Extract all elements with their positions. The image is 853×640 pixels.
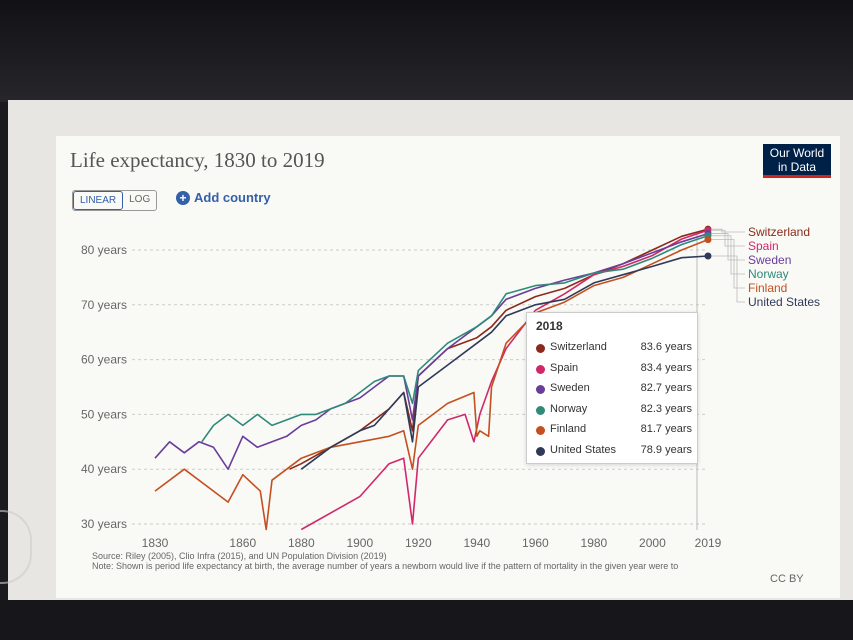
x-tick-label: 1940 <box>464 536 491 550</box>
series-end-point <box>704 252 712 260</box>
tooltip-country: Sweden <box>550 382 590 394</box>
tooltip-value: 82.3 years <box>640 402 692 415</box>
logo-line-1: Our World <box>769 146 825 160</box>
tooltip-row: United States 78.9 years <box>536 444 692 460</box>
y-tick-label: 80 years <box>81 243 127 257</box>
series-label: Switzerland <box>748 225 810 239</box>
tooltip-country: Norway <box>550 402 588 415</box>
add-country-label: Add country <box>194 190 271 205</box>
legend-connector <box>712 255 745 303</box>
logo-line-2: in Data <box>777 160 817 174</box>
legend-connector <box>712 239 745 289</box>
tooltip-row: Finland 81.7 years <box>536 423 692 439</box>
tooltip-row: Spain 83.4 years <box>536 362 692 378</box>
y-tick-label: 70 years <box>81 298 127 312</box>
scale-toggle: LINEAR LOG <box>72 190 158 211</box>
license-link[interactable]: CC BY <box>770 573 804 585</box>
series-label: Sweden <box>748 253 791 267</box>
tooltip-country: United States <box>550 443 617 456</box>
linear-toggle-button[interactable]: LINEAR <box>73 191 124 210</box>
series-color-dot <box>536 385 545 394</box>
y-tick-label: 30 years <box>81 517 127 531</box>
tooltip-value: 78.9 years <box>640 443 692 456</box>
series-label: Spain <box>748 239 779 253</box>
legend-connector <box>712 235 745 275</box>
chart-footer: Source: Riley (2005), Clio Infra (2015),… <box>92 551 678 571</box>
series-line <box>201 235 709 443</box>
series-line <box>300 255 709 470</box>
series-end-point <box>704 236 712 244</box>
tooltip-row: Switzerland 83.6 years <box>536 341 692 357</box>
monitor-bezel-bottom <box>0 600 853 640</box>
x-tick-label: 1860 <box>229 536 256 550</box>
source-note: Source: Riley (2005), Clio Infra (2015),… <box>92 551 387 561</box>
legend-connector <box>712 229 745 247</box>
x-tick-label: 1960 <box>522 536 549 550</box>
tooltip-year: 2018 <box>536 319 563 333</box>
series-line <box>154 232 709 470</box>
x-tick-label: 1880 <box>288 536 315 550</box>
chart-panel <box>56 136 840 598</box>
tooltip-country: Spain <box>550 361 579 374</box>
series-label: Norway <box>748 267 789 281</box>
tooltip-value: 81.7 years <box>640 423 692 435</box>
series-line <box>154 238 709 531</box>
tooltip-value: 83.6 years <box>640 341 692 353</box>
log-toggle-button[interactable]: LOG <box>129 194 151 205</box>
x-tick-label: 1900 <box>346 536 373 550</box>
y-tick-label: 50 years <box>81 407 127 421</box>
tooltip-country: Finland <box>550 423 587 435</box>
y-tick-label: 60 years <box>81 353 127 367</box>
plus-circle-icon: + <box>176 190 190 205</box>
legend-connector <box>712 233 745 261</box>
series-color-dot <box>536 344 545 353</box>
monitor-bezel-top <box>0 0 853 102</box>
chart-title: Life expectancy, 1830 to 2019 <box>70 148 325 172</box>
series-label: United States <box>748 295 820 309</box>
tooltip-row: Norway 82.3 years <box>536 403 692 419</box>
series-label: Finland <box>748 281 787 295</box>
add-country-button[interactable]: + Add country <box>176 190 271 205</box>
x-tick-label: 2000 <box>639 536 666 550</box>
tooltip-country: Switzerland <box>550 341 607 353</box>
x-tick-label: 2019 <box>695 536 722 550</box>
hover-tooltip: 2018 Switzerland 83.6 years Spain 83.4 year… <box>526 312 698 464</box>
series-color-dot <box>536 364 545 374</box>
series-color-dot <box>536 446 545 456</box>
x-tick-label: 1980 <box>581 536 608 550</box>
tooltip-value: 83.4 years <box>640 361 692 374</box>
series-line <box>300 229 709 531</box>
tooltip-row: Sweden 82.7 years <box>536 382 692 398</box>
series-color-dot <box>536 426 545 435</box>
method-note: Note: Shown is period life expectancy at… <box>92 561 679 571</box>
tooltip-value: 82.7 years <box>640 382 692 394</box>
x-tick-label: 1830 <box>142 536 169 550</box>
owid-logo[interactable]: Our World in Data <box>763 144 831 178</box>
series-color-dot <box>536 405 545 415</box>
x-tick-label: 1920 <box>405 536 432 550</box>
y-tick-label: 40 years <box>81 462 127 476</box>
